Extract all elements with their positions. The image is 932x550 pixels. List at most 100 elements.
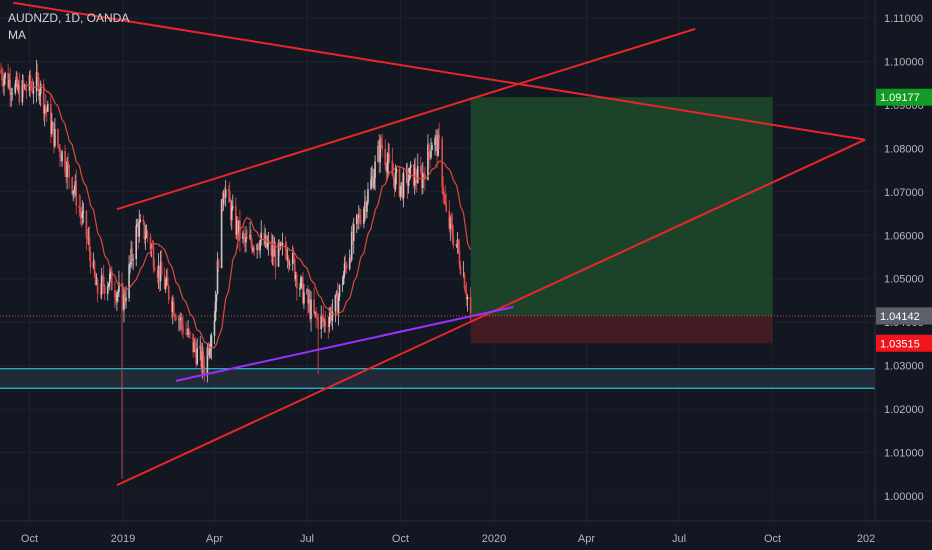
candle-body [449,217,452,229]
candle-body [328,317,331,327]
candle-body [246,237,248,239]
candle-body [321,315,324,317]
candle-body [324,320,327,327]
candle-body [338,285,341,297]
candle-body [88,237,91,252]
candle-body [250,234,252,243]
candle-body [258,248,261,251]
candle-body [438,134,440,140]
candle-body [75,181,78,206]
candle-body [342,274,345,285]
candle-body [179,319,181,321]
candle-body [242,233,244,239]
candle-body [100,275,103,295]
candle-body [416,166,419,183]
descending-resistance-line [13,1,866,141]
candle-body [373,177,375,188]
candle-body [108,273,111,284]
candle-body [227,189,230,191]
candle-body [3,78,5,86]
candle-body [238,220,240,237]
candle-body [131,248,133,260]
candle-body [409,164,412,168]
candle-body [217,260,220,269]
candle-body [143,221,146,240]
candle-body [42,83,45,114]
candle-body [378,145,380,163]
price-label-target-bg [876,88,932,106]
candle-body [466,297,469,300]
candle-body [341,284,344,286]
candle-body [203,366,206,375]
candle-body [144,237,147,240]
candle-body [273,249,276,257]
candle-body [245,237,247,243]
candle-body [223,193,226,198]
candle-body [316,316,318,318]
candle-body [348,257,351,269]
candle-body [68,164,70,178]
candle-body [52,123,54,125]
candle-body [136,223,139,226]
candle-body [457,239,460,251]
candle-body [355,215,358,224]
candle-body [299,288,301,289]
candle-body [272,246,275,257]
candle-body [315,311,317,317]
candle-body [60,156,62,162]
candle-body [167,286,170,301]
candle-body [59,147,61,157]
candle-body [394,172,397,190]
candle-body [427,144,429,180]
candle-body [118,283,120,292]
candle-body [215,294,218,302]
candle-body [236,220,238,235]
candle-body [228,190,231,203]
candle-body [216,260,219,295]
candle-body [178,319,180,321]
candle-body [344,263,347,265]
candle-body [464,288,467,294]
candle-body [405,170,408,173]
candle-body [130,248,132,265]
candle-body [428,144,430,153]
candle-body [153,267,156,271]
candle-body [61,151,63,162]
candle-body [199,346,202,349]
candle-body [463,273,466,289]
candle-body [110,271,112,274]
candle-body [43,105,46,114]
candle-body [95,279,98,286]
x-tick-label: Oct [392,533,409,545]
candle-body [235,206,237,235]
candle-body [436,136,438,157]
candle-body [330,310,333,321]
candle-body [343,263,346,275]
candle-body [207,347,210,356]
candle-body [65,171,67,178]
x-tick-label: 202 [857,533,875,545]
candle-body [138,221,141,237]
candle-body [252,248,254,251]
candle-body [323,320,326,322]
candle-body [1,72,3,81]
candle-body [327,326,330,327]
candle-body [391,160,394,176]
candle-body [331,311,334,321]
candle-body [286,257,289,260]
candle-body [469,297,472,314]
candle-body [193,342,195,352]
candle-body [465,293,468,300]
candle-body [146,231,149,237]
candle-body [195,350,197,365]
candle-body [15,76,18,84]
candle-body [352,223,355,241]
candle-body [53,123,55,147]
y-tick-label: 1.05000 [884,274,924,286]
candle-body [25,90,28,91]
candle-body [458,250,461,266]
candle-body [165,277,168,284]
indicator-label: MA [8,28,26,42]
